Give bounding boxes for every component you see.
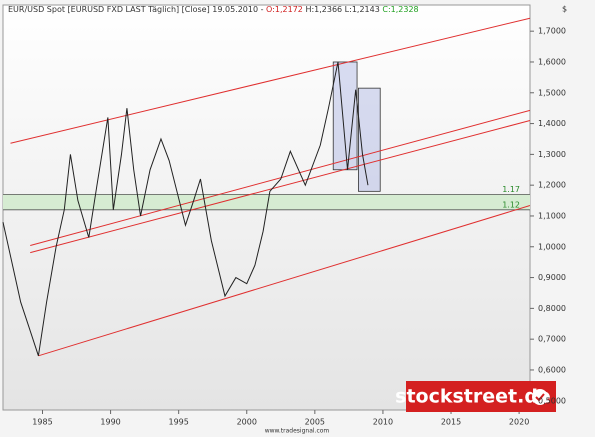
x-tick-label: 1990 bbox=[100, 418, 120, 427]
y-tick-label: 1,2000 bbox=[538, 181, 566, 190]
x-tick-label: 2000 bbox=[237, 418, 257, 427]
y-tick-label: 1,6000 bbox=[538, 57, 566, 66]
level-band bbox=[3, 194, 530, 210]
y-tick-label: 0,9000 bbox=[538, 273, 566, 282]
level-label: 1.17 bbox=[502, 185, 520, 194]
highlight-box bbox=[358, 87, 381, 192]
source: www.tradesignal.com bbox=[265, 428, 330, 435]
logo-box bbox=[406, 381, 556, 412]
y-tick-label: 1,7000 bbox=[538, 27, 566, 36]
chart-title: EUR/USD Spot [EURUSD FXD LAST Täglich] [… bbox=[8, 5, 419, 14]
y-tick-label: 1,1000 bbox=[538, 211, 566, 220]
y-tick-label: 1,3000 bbox=[538, 150, 566, 159]
logo-check bbox=[535, 393, 545, 402]
logo: stockstreet.de bbox=[395, 386, 551, 408]
trend-line bbox=[30, 120, 531, 254]
y-tick-label: 0,8000 bbox=[538, 304, 566, 313]
content: 1.17 1.12 bbox=[2, 17, 534, 414]
y-tick-label: 0,7000 bbox=[538, 335, 566, 344]
trend-line bbox=[38, 205, 531, 357]
y-tick-label: 0,5000 bbox=[538, 396, 566, 405]
y-tick-label: 0,6000 bbox=[538, 365, 566, 374]
y-tick-label: 1,5000 bbox=[538, 88, 566, 97]
y-tick-label: 1,4000 bbox=[538, 119, 566, 128]
x-tick-label: 1995 bbox=[168, 418, 188, 427]
level-label: 1.12 bbox=[502, 200, 520, 209]
logo-icon bbox=[532, 389, 548, 405]
x-tick-label: 2020 bbox=[509, 418, 529, 427]
y-tick-label: 1,0000 bbox=[538, 242, 566, 251]
x-tick-label: 2015 bbox=[441, 418, 461, 427]
trend-line bbox=[10, 17, 531, 144]
x-tick-label: 2010 bbox=[373, 418, 393, 427]
x-tick-label: 2005 bbox=[305, 418, 325, 427]
x-tick-label: 1985 bbox=[32, 418, 52, 427]
y-unit: $ bbox=[562, 5, 567, 14]
trend-line bbox=[30, 109, 531, 247]
price-line bbox=[2, 61, 369, 356]
